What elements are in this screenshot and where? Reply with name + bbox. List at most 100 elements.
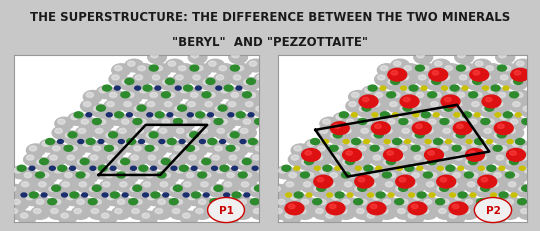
Circle shape (64, 146, 73, 152)
Circle shape (175, 199, 183, 204)
Circle shape (512, 91, 531, 104)
Circle shape (385, 78, 404, 91)
Circle shape (391, 79, 400, 85)
Circle shape (65, 133, 73, 138)
Circle shape (380, 66, 388, 71)
Circle shape (516, 185, 535, 197)
Circle shape (455, 144, 474, 157)
Circle shape (99, 211, 117, 224)
Circle shape (487, 211, 506, 224)
Circle shape (188, 102, 195, 107)
Circle shape (104, 100, 123, 113)
Circle shape (329, 204, 336, 209)
Circle shape (519, 187, 526, 192)
Circle shape (441, 199, 449, 204)
Circle shape (467, 118, 485, 130)
Circle shape (238, 172, 247, 178)
Circle shape (157, 172, 166, 178)
Circle shape (117, 172, 126, 178)
Circle shape (145, 193, 164, 206)
Circle shape (413, 102, 421, 107)
Circle shape (133, 166, 151, 179)
Circle shape (481, 166, 500, 179)
Circle shape (421, 112, 430, 118)
Circle shape (291, 195, 298, 200)
Circle shape (242, 100, 261, 113)
Circle shape (313, 199, 322, 205)
Circle shape (449, 213, 457, 218)
Circle shape (172, 105, 191, 118)
Circle shape (343, 129, 351, 134)
Circle shape (315, 155, 322, 161)
Circle shape (405, 166, 414, 172)
Circle shape (416, 74, 435, 86)
Circle shape (340, 158, 359, 171)
Circle shape (213, 198, 232, 210)
Circle shape (193, 64, 212, 77)
Circle shape (429, 69, 448, 82)
Circle shape (411, 193, 430, 206)
Circle shape (391, 71, 398, 76)
Circle shape (413, 133, 420, 138)
Circle shape (397, 198, 416, 210)
Circle shape (361, 118, 380, 130)
Circle shape (163, 193, 168, 197)
Circle shape (383, 149, 402, 161)
Circle shape (62, 182, 70, 187)
Circle shape (103, 171, 121, 184)
Circle shape (256, 107, 264, 112)
Circle shape (339, 209, 347, 214)
Circle shape (301, 180, 320, 193)
Circle shape (368, 182, 376, 187)
Circle shape (236, 209, 244, 214)
Circle shape (110, 146, 118, 151)
Circle shape (383, 160, 391, 165)
Circle shape (137, 87, 156, 99)
Circle shape (225, 131, 243, 144)
Circle shape (186, 153, 205, 166)
Circle shape (143, 182, 151, 187)
Circle shape (195, 87, 201, 91)
Circle shape (317, 178, 324, 182)
Circle shape (470, 193, 476, 197)
Circle shape (191, 167, 197, 170)
Circle shape (114, 198, 133, 210)
Circle shape (386, 182, 393, 187)
Circle shape (92, 185, 101, 191)
Circle shape (423, 172, 433, 178)
Circle shape (488, 88, 495, 94)
Circle shape (426, 118, 444, 130)
Circle shape (346, 100, 365, 113)
Circle shape (399, 178, 406, 182)
Circle shape (240, 118, 259, 130)
Circle shape (188, 91, 206, 104)
Circle shape (199, 140, 205, 144)
Circle shape (359, 146, 366, 151)
Circle shape (80, 159, 89, 165)
Circle shape (220, 120, 227, 125)
Circle shape (520, 144, 538, 157)
Circle shape (316, 209, 323, 214)
Circle shape (203, 80, 211, 85)
Circle shape (215, 146, 222, 151)
Circle shape (74, 209, 82, 214)
Circle shape (453, 173, 461, 178)
Circle shape (115, 158, 134, 171)
Circle shape (421, 87, 427, 91)
Circle shape (453, 204, 459, 209)
Circle shape (387, 92, 396, 98)
Circle shape (171, 187, 178, 192)
Circle shape (409, 182, 417, 187)
Circle shape (102, 213, 109, 218)
Circle shape (472, 79, 482, 85)
Circle shape (456, 113, 475, 126)
Circle shape (246, 102, 253, 107)
Text: P1: P1 (219, 205, 233, 215)
Circle shape (188, 144, 207, 157)
Circle shape (482, 146, 489, 151)
Circle shape (62, 193, 68, 197)
Circle shape (500, 115, 508, 120)
Circle shape (174, 146, 182, 151)
Circle shape (467, 171, 486, 184)
Circle shape (220, 166, 229, 172)
